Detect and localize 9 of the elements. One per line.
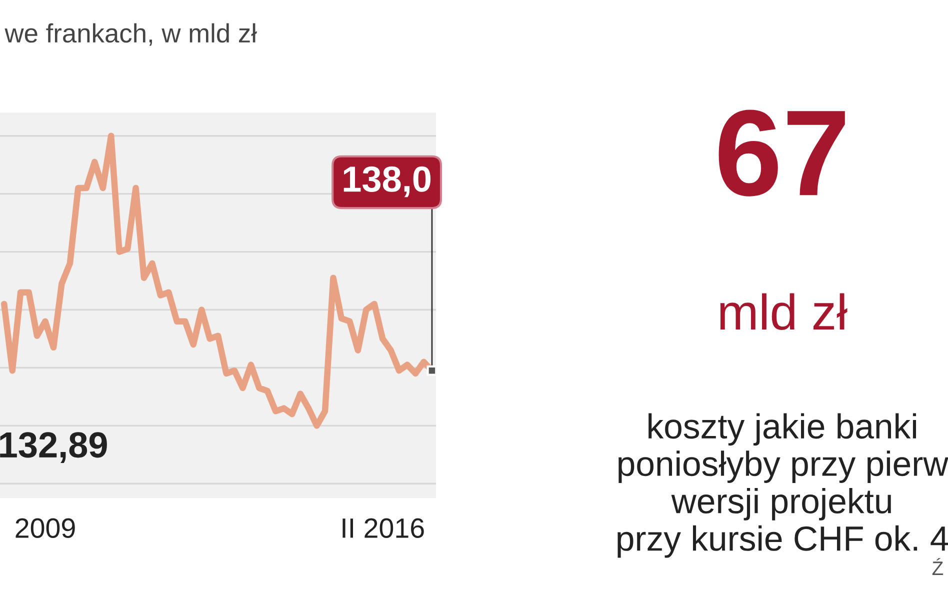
text: 132,89 (0, 432, 107, 463)
annotation: 138,0 (344, 166, 430, 198)
text: koszty jakie banki poniosłyby przy pierw wersji projektu przy kursie CHF ok. 4 (618, 413, 948, 558)
text: Ź (932, 558, 944, 575)
x-tick-label: II 2016 (342, 518, 424, 538)
chart-title: we frankach, w mld zł (4, 23, 257, 46)
text: 67 (718, 110, 845, 196)
text: mld zł (720, 293, 848, 330)
x-tick-label: 2009 (16, 518, 75, 538)
